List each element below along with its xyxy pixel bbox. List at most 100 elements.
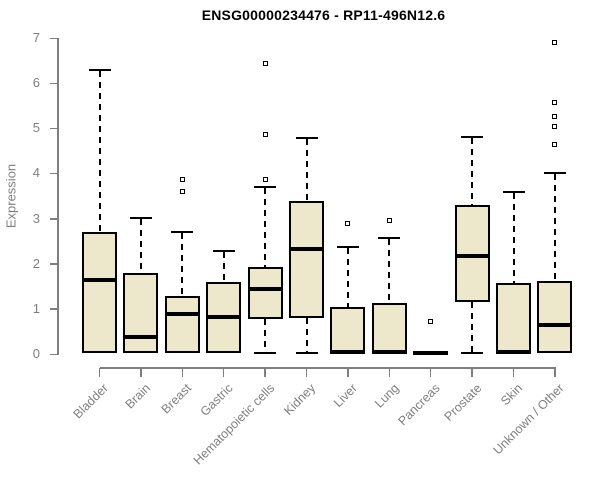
upper-whisker-cap <box>543 172 566 175</box>
upper-whisker-cap <box>171 231 194 234</box>
x-axis-tick <box>554 368 556 377</box>
outlier-point <box>345 220 351 226</box>
upper-whisker-cap <box>461 136 484 139</box>
outlier-point <box>179 188 185 194</box>
y-axis-tick <box>50 172 57 175</box>
box-iqr <box>123 272 159 354</box>
box-iqr <box>454 205 490 302</box>
y-axis-tick <box>50 127 57 130</box>
x-axis-tick <box>305 368 308 377</box>
box-iqr <box>82 232 117 354</box>
outlier-point <box>428 318 434 324</box>
box-iqr <box>289 201 324 318</box>
upper-whisker-line <box>139 218 142 273</box>
outlier-point <box>552 142 558 148</box>
upper-whisker-cap <box>295 137 318 140</box>
y-axis-tick-label: 6 <box>32 75 40 91</box>
y-axis-tick <box>50 37 57 39</box>
lower-whisker-line <box>305 317 308 353</box>
upper-whisker-line <box>471 138 474 206</box>
x-axis-category-label: Lung <box>371 381 402 411</box>
x-axis-tick <box>388 368 391 377</box>
lower-whisker-line <box>264 318 267 353</box>
x-axis-tick <box>471 368 473 377</box>
y-axis-tick-label: 3 <box>32 210 40 226</box>
chart-title: ENSG00000234476 - RP11-496N12.6 <box>201 7 446 23</box>
median-line <box>537 322 573 327</box>
outlier-point <box>552 40 558 45</box>
upper-whisker-line <box>98 70 101 233</box>
x-axis-tick <box>181 368 184 377</box>
x-axis-tick <box>140 368 142 377</box>
x-axis-line <box>99 367 556 369</box>
upper-whisker-line <box>181 233 184 296</box>
x-axis-tick <box>222 368 225 377</box>
x-axis-tick <box>98 368 101 377</box>
median-line <box>454 254 490 259</box>
x-axis-category-label: Breast <box>158 381 195 417</box>
x-axis-category-label: Pancreas <box>395 381 443 429</box>
median-line <box>330 349 366 354</box>
upper-whisker-cap <box>502 191 525 194</box>
y-axis-tick-label: 2 <box>32 255 40 271</box>
median-line <box>289 246 324 251</box>
y-axis-tick-label: 7 <box>32 30 40 45</box>
x-axis-category-label: Kidney <box>281 381 319 418</box>
box-iqr <box>247 266 283 319</box>
y-axis-tick-label: 1 <box>32 300 40 316</box>
x-axis-category-label: Prostate <box>441 381 485 424</box>
median-line <box>123 334 159 339</box>
upper-whisker-cap <box>378 236 401 239</box>
box-iqr <box>371 302 407 354</box>
upper-whisker-line <box>346 247 349 308</box>
lower-whisker-cap <box>295 352 318 355</box>
x-axis-tick <box>264 368 266 377</box>
median-line <box>413 350 449 355</box>
outlier-point <box>386 218 392 224</box>
upper-whisker-cap <box>336 245 359 248</box>
upper-whisker-cap <box>254 185 277 188</box>
box-iqr <box>537 280 573 354</box>
y-axis-tick <box>50 353 57 355</box>
box-iqr <box>164 295 200 354</box>
outlier-point <box>262 131 268 137</box>
x-axis-category-label: Bladder <box>71 381 112 422</box>
lower-whisker-cap <box>254 352 277 355</box>
median-line <box>371 349 407 354</box>
x-axis-category-label: Liver <box>330 381 360 411</box>
outlier-point <box>179 176 185 182</box>
upper-whisker-cap <box>88 68 111 71</box>
y-axis-tick-label: 0 <box>32 346 40 361</box>
y-axis-tick-label: 4 <box>32 165 40 181</box>
x-axis-category-label: Skin <box>498 381 526 409</box>
upper-whisker-line <box>388 238 391 303</box>
outlier-point <box>552 113 558 119</box>
y-axis-tick-label: 5 <box>32 120 40 136</box>
median-line <box>82 277 117 282</box>
box-iqr <box>496 282 531 354</box>
y-axis-tick <box>50 82 57 85</box>
y-axis-tick <box>50 263 57 265</box>
outlier-point <box>552 99 558 105</box>
median-line <box>206 314 242 319</box>
lower-whisker-line <box>471 301 474 353</box>
upper-whisker-cap <box>212 250 235 253</box>
y-axis-line <box>57 38 59 355</box>
upper-whisker-cap <box>129 216 152 219</box>
x-axis-tick <box>429 368 432 377</box>
x-axis-category-label: Gastric <box>197 381 236 419</box>
median-line <box>496 349 531 354</box>
x-axis-category-label: Hematopoietic cells <box>190 381 278 468</box>
outlier-point <box>552 123 558 129</box>
upper-whisker-line <box>512 193 515 283</box>
outlier-point <box>262 60 268 66</box>
lower-whisker-cap <box>461 352 484 355</box>
median-line <box>164 311 200 316</box>
x-axis-tick <box>512 368 515 377</box>
x-axis-tick <box>347 368 349 377</box>
y-axis-tick <box>50 218 57 220</box>
outlier-point <box>262 176 268 182</box>
x-axis-category-label: Brain <box>122 381 153 412</box>
upper-whisker-line <box>222 252 225 282</box>
